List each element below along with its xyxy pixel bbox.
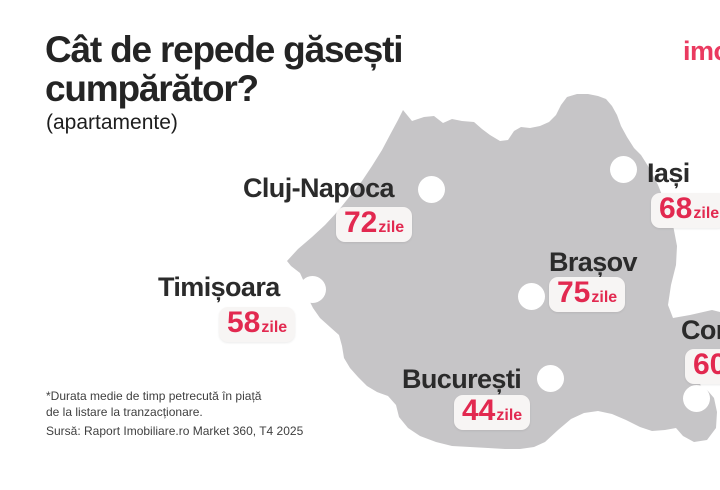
city-marker-brasov (518, 283, 545, 310)
days-value-constanta: 60 (693, 348, 720, 381)
days-value-brasov: 75 (557, 276, 591, 309)
city-marker-cluj-napoca (418, 176, 445, 203)
footnote-line-2: de la listare la tranzacționare. (46, 404, 203, 419)
days-value-timisoara: 58 (227, 306, 261, 339)
footnote: *Durata medie de timp petrecută în piață… (46, 389, 261, 421)
days-unit-bucuresti: zile (496, 407, 523, 424)
title-line-1: Cât de repede găsești (45, 29, 403, 70)
title-line-2: cumpărător? (45, 68, 259, 110)
romania-outline (287, 94, 720, 449)
city-label-timisoara: Timișoara (158, 272, 280, 302)
city-label-brasov: Brașov (549, 247, 638, 277)
days-badge-iasi: 68 zile (651, 193, 720, 228)
days-badge-brasov: 75 zile (549, 276, 626, 312)
city-label-cluj-napoca: Cluj-Napoca (243, 173, 395, 203)
days-value-bucuresti: 44 (462, 394, 496, 427)
footnote-line-1: *Durata medie de timp petrecută în piață (46, 389, 262, 403)
days-unit-timisoara: zile (261, 319, 288, 336)
days-badge-timisoara: 58 zile (219, 306, 296, 342)
city-marker-iasi (610, 156, 637, 183)
city-marker-timisoara (299, 276, 326, 303)
days-badge-constanta: 60zile (685, 349, 720, 384)
days-unit-cluj-napoca: zile (378, 219, 405, 236)
city-marker-constanta (683, 385, 710, 412)
days-value-cluj-napoca: 72 (344, 206, 378, 239)
city-marker-bucuresti (537, 365, 564, 392)
days-badge-bucuresti: 44 zile (454, 394, 531, 430)
days-badge-cluj-napoca: 72 zile (336, 206, 413, 242)
days-unit-iasi: zile (693, 205, 720, 222)
page-subtitle: (apartamente) (46, 111, 178, 134)
source-line: Sursă: Raport Imobiliare.ro Market 360, … (46, 424, 304, 438)
city-label-constanta: Constanța (681, 315, 720, 345)
days-unit-brasov: zile (591, 289, 618, 306)
page-title: Cât de repede găsești cumpărător? (45, 29, 403, 110)
city-label-iasi: Iași (647, 158, 690, 188)
days-value-iasi: 68 (659, 192, 693, 225)
city-label-bucuresti: București (402, 364, 522, 394)
imobiliare-logo: imobiliare.ro (683, 36, 720, 66)
